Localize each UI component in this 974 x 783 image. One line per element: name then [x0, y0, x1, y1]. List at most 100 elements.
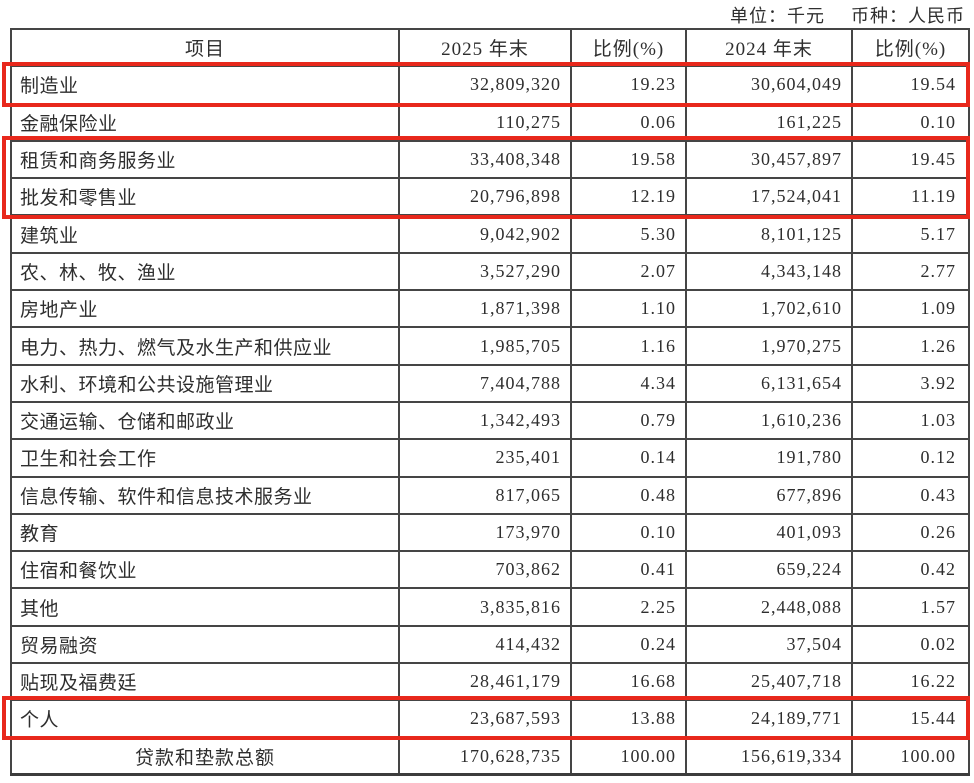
value-cell: 235,401 [398, 438, 572, 478]
value-cell: 4,343,148 [685, 251, 853, 292]
col-header-ratio-2024: 比例(%) [851, 27, 970, 68]
table-row: 农、林、牧、渔业 3,527,290 2.07 4,343,148 2.77 [10, 251, 970, 292]
value-cell: 7,404,788 [398, 363, 572, 403]
value-cell: 30,604,049 [685, 65, 853, 105]
item-name-cell: 贸易融资 [10, 624, 400, 665]
table-row: 建筑业 9,042,902 5.30 8,101,125 5.17 [10, 214, 970, 254]
table-row: 个人 23,687,593 13.88 24,189,771 15.44 [10, 699, 970, 739]
item-name-cell: 贷款和垫款总额 [10, 736, 400, 776]
value-cell: 5.30 [570, 214, 687, 254]
value-cell: 33,408,348 [398, 139, 572, 180]
value-cell: 1.10 [570, 289, 687, 329]
value-cell: 1,871,398 [398, 289, 572, 329]
item-name-cell: 其他 [10, 587, 400, 627]
table-row: 金融保险业 110,275 0.06 161,225 0.10 [10, 102, 970, 142]
value-cell: 5.17 [851, 214, 970, 254]
value-cell: 6,131,654 [685, 363, 853, 403]
value-cell: 0.41 [570, 550, 687, 590]
item-name-cell: 贴现及福费廷 [10, 662, 400, 702]
value-cell: 19.23 [570, 65, 687, 105]
value-cell: 2.07 [570, 251, 687, 292]
value-cell: 0.02 [851, 624, 970, 665]
value-cell: 11.19 [851, 177, 970, 217]
value-cell: 100.00 [570, 736, 687, 776]
value-cell: 1.09 [851, 289, 970, 329]
item-name-cell: 租赁和商务服务业 [10, 139, 400, 180]
value-cell: 30,457,897 [685, 139, 853, 180]
total-row: 贷款和垫款总额 170,628,735 100.00 156,619,334 100.0… [10, 736, 970, 776]
value-cell: 32,809,320 [398, 65, 572, 105]
table-row: 贸易融资 414,432 0.24 37,504 0.02 [10, 624, 970, 665]
value-cell: 15.44 [851, 699, 970, 739]
item-name-cell: 水利、环境和公共设施管理业 [10, 363, 400, 403]
value-cell: 0.26 [851, 512, 970, 553]
value-cell: 191,780 [685, 438, 853, 478]
item-name-cell: 制造业 [10, 65, 400, 105]
table-row: 房地产业 1,871,398 1.10 1,702,610 1.09 [10, 289, 970, 329]
table-row: 水利、环境和公共设施管理业 7,404,788 4.34 6,131,654 3.92 [10, 363, 970, 403]
value-cell: 1.16 [570, 326, 687, 366]
value-cell: 20,796,898 [398, 177, 572, 217]
value-cell: 9,042,902 [398, 214, 572, 254]
value-cell: 1.57 [851, 587, 970, 627]
value-cell: 0.12 [851, 438, 970, 478]
value-cell: 24,189,771 [685, 699, 853, 739]
item-name-cell: 电力、热力、燃气及水生产和供应业 [10, 326, 400, 366]
table-row: 制造业 32,809,320 19.23 30,604,049 19.54 [10, 65, 970, 105]
col-header-2024: 2024 年末 [685, 27, 853, 68]
value-cell: 0.10 [851, 102, 970, 142]
item-name-cell: 房地产业 [10, 289, 400, 329]
value-cell: 0.10 [570, 512, 687, 553]
value-cell: 100.00 [851, 736, 970, 776]
col-header-ratio-2025: 比例(%) [570, 27, 687, 68]
value-cell: 0.42 [851, 550, 970, 590]
item-name-cell: 建筑业 [10, 214, 400, 254]
value-cell: 19.45 [851, 139, 970, 180]
unit-label: 单位：千元 [730, 6, 825, 26]
value-cell: 8,101,125 [685, 214, 853, 254]
loan-by-industry-table: 项目 2025 年末 比例(%) 2024 年末 比例(%) 制造业 32,809… [10, 27, 970, 777]
value-cell: 156,619,334 [685, 736, 853, 776]
table-row: 租赁和商务服务业 33,408,348 19.58 30,457,897 19.45 [10, 139, 970, 180]
item-name-cell: 金融保险业 [10, 102, 400, 142]
value-cell: 817,065 [398, 475, 572, 515]
value-cell: 659,224 [685, 550, 853, 590]
value-cell: 110,275 [398, 102, 572, 142]
value-cell: 1,610,236 [685, 400, 853, 441]
value-cell: 1,702,610 [685, 289, 853, 329]
value-cell: 3.92 [851, 363, 970, 403]
value-cell: 28,461,179 [398, 662, 572, 702]
value-cell: 0.79 [570, 400, 687, 441]
item-name-cell: 个人 [10, 699, 400, 739]
value-cell: 3,527,290 [398, 251, 572, 292]
item-name-cell: 住宿和餐饮业 [10, 550, 400, 590]
table-row: 住宿和餐饮业 703,862 0.41 659,224 0.42 [10, 550, 970, 590]
value-cell: 1,970,275 [685, 326, 853, 366]
value-cell: 19.58 [570, 139, 687, 180]
table-row: 交通运输、仓储和邮政业 1,342,493 0.79 1,610,236 1.03 [10, 400, 970, 441]
item-name-cell: 信息传输、软件和信息技术服务业 [10, 475, 400, 515]
item-name-cell: 交通运输、仓储和邮政业 [10, 400, 400, 441]
value-cell: 703,862 [398, 550, 572, 590]
value-cell: 401,093 [685, 512, 853, 553]
value-cell: 0.06 [570, 102, 687, 142]
value-cell: 23,687,593 [398, 699, 572, 739]
item-name-cell: 教育 [10, 512, 400, 553]
table-row: 批发和零售业 20,796,898 12.19 17,524,041 11.19 [10, 177, 970, 217]
item-name-cell: 农、林、牧、渔业 [10, 251, 400, 292]
value-cell: 0.24 [570, 624, 687, 665]
loan-table-container: 项目 2025 年末 比例(%) 2024 年末 比例(%) 制造业 32,809… [10, 27, 970, 777]
table-row: 贴现及福费廷 28,461,179 16.68 25,407,718 16.22 [10, 662, 970, 702]
value-cell: 1.03 [851, 400, 970, 441]
table-row: 卫生和社会工作 235,401 0.14 191,780 0.12 [10, 438, 970, 478]
col-header-2025: 2025 年末 [398, 27, 572, 68]
value-cell: 0.43 [851, 475, 970, 515]
value-cell: 19.54 [851, 65, 970, 105]
value-cell: 25,407,718 [685, 662, 853, 702]
value-cell: 4.34 [570, 363, 687, 403]
value-cell: 17,524,041 [685, 177, 853, 217]
value-cell: 16.68 [570, 662, 687, 702]
value-cell: 414,432 [398, 624, 572, 665]
unit-currency-line: 单位：千元 币种：人民币 [730, 2, 965, 28]
value-cell: 173,970 [398, 512, 572, 553]
